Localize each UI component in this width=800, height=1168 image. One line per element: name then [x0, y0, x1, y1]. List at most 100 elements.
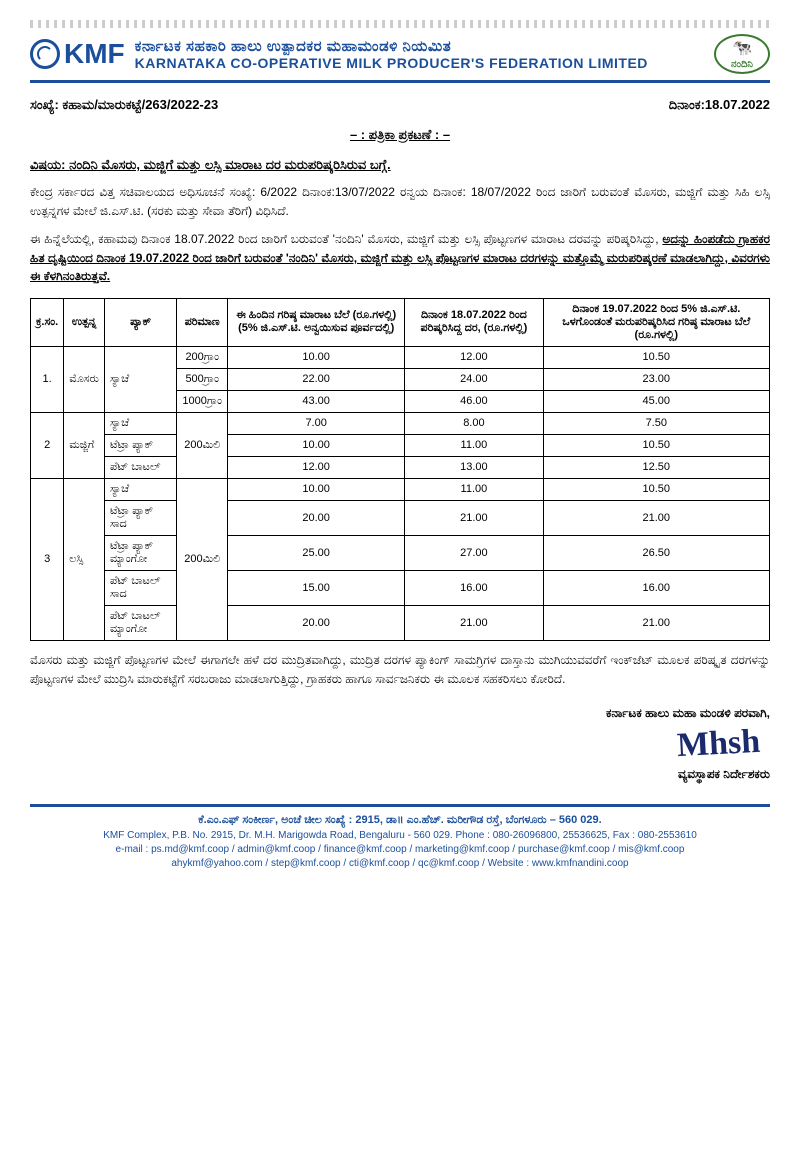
- org-title-en: KARNATAKA CO-OPERATIVE MILK PRODUCER'S F…: [135, 55, 704, 71]
- cell-p18: 11.00: [405, 434, 543, 456]
- cell-p18: 46.00: [405, 390, 543, 412]
- paragraph-2-plain: ಈ ಹಿನ್ನೆಲೆಯಲ್ಲಿ, ಕಹಾಮವು ದಿನಾಂಕ 18.07.202…: [30, 232, 662, 246]
- table-row: ಟೆಟ್ರಾ ಪ್ಯಾಕ್ ಸಾದ 20.00 21.00 21.00: [31, 500, 770, 535]
- cell-p18: 8.00: [405, 412, 543, 434]
- reference-line: ಸಂಖ್ಯೆ: ಕಹಾಮ/ಮಾರುಕಟ್ಟೆ/263/2022-23 ದಿನಾಂ…: [30, 97, 770, 113]
- reference-date: ದಿನಾಂಕ:18.07.2022: [669, 97, 770, 113]
- cell-old: 10.00: [228, 434, 405, 456]
- footer-emails-2: ahykmf@yahoo.com / step@kmf.coop / cti@k…: [30, 857, 770, 871]
- kmf-logo: KMF: [30, 38, 125, 70]
- paragraph-2: ಈ ಹಿನ್ನೆಲೆಯಲ್ಲಿ, ಕಹಾಮವು ದಿನಾಂಕ 18.07.202…: [30, 230, 770, 286]
- cell-p18: 27.00: [405, 535, 543, 570]
- cell-p19: 7.50: [543, 412, 769, 434]
- table-row: ಪೆಟ್ ಬಾಟಲ್ ಮ್ಯಾಂಗೋ 20.00 21.00 21.00: [31, 605, 770, 640]
- cell-p18: 11.00: [405, 478, 543, 500]
- cell-pack: ಸ್ಯಾಚೆ: [104, 412, 176, 434]
- th-sl: ಕ್ರ.ಸಂ.: [31, 298, 64, 346]
- cell-p19: 21.00: [543, 500, 769, 535]
- cell-pack: ಸ್ಯಾಚೆ: [104, 346, 176, 412]
- th-rate-18: ದಿನಾಂಕ 18.07.2022 ರಿಂದ ಪರಿಷ್ಕರಿಸಿದ್ದ ದರ,…: [405, 298, 543, 346]
- cell-p19: 12.50: [543, 456, 769, 478]
- cell-p18: 12.00: [405, 346, 543, 368]
- perforation-top: [30, 20, 770, 28]
- th-qty: ಪರಿಮಾಣ: [177, 298, 228, 346]
- document-page: KMF ಕರ್ನಾಟಕ ಸಹಕಾರಿ ಹಾಲು ಉತ್ಪಾದಕರ ಮಹಾಮಂಡಳ…: [0, 0, 800, 1168]
- th-pack: ಪ್ಯಾಕ್: [104, 298, 176, 346]
- cell-p19: 26.50: [543, 535, 769, 570]
- cell-p18: 16.00: [405, 570, 543, 605]
- cell-pack: ಪೆಟ್ ಬಾಟಲ್ ಮ್ಯಾಂಗೋ: [104, 605, 176, 640]
- cell-old: 43.00: [228, 390, 405, 412]
- paragraph-3: ಮೊಸರು ಮತ್ತು ಮಜ್ಜಿಗೆ ಪೊಟ್ಟಣಗಳ ಮೇಲೆ ಈಗಾಗಲೇ…: [30, 651, 770, 688]
- press-release-heading: – : ಪತ್ರಿಕಾ ಪ್ರಕಟಣೆ : –: [30, 127, 770, 143]
- cell-qty: 200ಮಿಲಿ: [177, 478, 228, 640]
- cell-old: 20.00: [228, 500, 405, 535]
- th-rate-19: ದಿನಾಂಕ 19.07.2022 ರಿಂದ 5% ಜಿ.ಎಸ್.ಟಿ. ಒಳಗ…: [543, 298, 769, 346]
- cell-p18: 13.00: [405, 456, 543, 478]
- footer-emails-1: e-mail : ps.md@kmf.coop / admin@kmf.coop…: [30, 843, 770, 857]
- cell-p19: 16.00: [543, 570, 769, 605]
- cell-p18: 21.00: [405, 500, 543, 535]
- table-row: ಟೆಟ್ರಾ ಪ್ಯಾಕ್ 10.00 11.00 10.50: [31, 434, 770, 456]
- price-table: ಕ್ರ.ಸಂ. ಉತ್ಪನ್ನ ಪ್ಯಾಕ್ ಪರಿಮಾಣ ಈ ಹಿಂದಿನ ಗ…: [30, 298, 770, 641]
- logo-swirl-icon: [30, 39, 60, 69]
- paragraph-1: ಕೇಂದ್ರ ಸರ್ಕಾರದ ವಿತ್ತ ಸಚಿವಾಲಯದ ಅಧಿಸೂಚನೆ ಸ…: [30, 183, 770, 220]
- cell-p19: 10.50: [543, 346, 769, 368]
- kmf-logo-text: KMF: [64, 38, 125, 70]
- signature-block: ಕರ್ನಾಟಕ ಹಾಲು ಮಹಾ ಮಂಡಳಿ ಪರವಾಗಿ, Mhsh ವ್ಯವ…: [30, 706, 770, 782]
- table-row: 1. ಮೊಸರು ಸ್ಯಾಚೆ 200ಗ್ರಾಂ 10.00 12.00 10.…: [31, 346, 770, 368]
- footer-address-kn: ಕೆ.ಎಂ.ಎಫ್ ಸಂಕೀರ್ಣ, ಅಂಚೆ ಚೀಲ ಸಂಖ್ಯೆ : 291…: [30, 813, 770, 828]
- cell-qty: 500ಗ್ರಾಂ: [177, 368, 228, 390]
- cell-product: ಮೊಸರು: [64, 346, 105, 412]
- cell-old: 25.00: [228, 535, 405, 570]
- table-row: 2 ಮಜ್ಜಿಗೆ ಸ್ಯಾಚೆ 200ಮಿಲಿ 7.00 8.00 7.50: [31, 412, 770, 434]
- cell-p19: 21.00: [543, 605, 769, 640]
- header-titles: ಕರ್ನಾಟಕ ಸಹಕಾರಿ ಹಾಲು ಉತ್ಪಾದಕರ ಮಹಾಮಂಡಳಿ ನಿ…: [135, 38, 704, 71]
- letterhead: KMF ಕರ್ನಾಟಕ ಸಹಕಾರಿ ಹಾಲು ಉತ್ಪಾದಕರ ಮಹಾಮಂಡಳ…: [30, 34, 770, 83]
- reference-number: ಸಂಖ್ಯೆ: ಕಹಾಮ/ಮಾರುಕಟ್ಟೆ/263/2022-23: [30, 97, 218, 113]
- cell-sl: 2: [31, 412, 64, 478]
- table-row: ಪೆಟ್ ಬಾಟಲ್ ಸಾದ 15.00 16.00 16.00: [31, 570, 770, 605]
- cell-qty: 200ಗ್ರಾಂ: [177, 346, 228, 368]
- cell-old: 12.00: [228, 456, 405, 478]
- table-row: ಟೆಟ್ರಾ ಪ್ಯಾಕ್ ಮ್ಯಾಂಗೋ 25.00 27.00 26.50: [31, 535, 770, 570]
- cell-old: 10.00: [228, 478, 405, 500]
- cell-pack: ಪೆಟ್ ಬಾಟಲ್ ಸಾದ: [104, 570, 176, 605]
- sign-line-2: ವ್ಯವಸ್ಥಾಪಕ ನಿರ್ದೇಶಕರು: [30, 767, 770, 782]
- cell-p18: 24.00: [405, 368, 543, 390]
- cell-pack: ಟೆಟ್ರಾ ಪ್ಯಾಕ್ ಸಾದ: [104, 500, 176, 535]
- nandini-label: ನಂದಿನಿ: [731, 59, 753, 70]
- cell-old: 22.00: [228, 368, 405, 390]
- subject-text: ನಂದಿನಿ ಮೊಸರು, ಮಜ್ಜಿಗೆ ಮತ್ತು ಲಸ್ಸಿ ಮಾರಾಟ …: [69, 157, 390, 172]
- cell-product: ಮಜ್ಜಿಗೆ: [64, 412, 105, 478]
- signature-scribble: Mhsh: [676, 723, 761, 765]
- org-title-kn: ಕರ್ನಾಟಕ ಸಹಕಾರಿ ಹಾಲು ಉತ್ಪಾದಕರ ಮಹಾಮಂಡಳಿ ನಿ…: [135, 38, 704, 55]
- cell-old: 15.00: [228, 570, 405, 605]
- cell-qty: 1000ಗ್ರಾಂ: [177, 390, 228, 412]
- cell-pack: ಟೆಟ್ರಾ ಪ್ಯಾಕ್ ಮ್ಯಾಂಗೋ: [104, 535, 176, 570]
- cell-old: 7.00: [228, 412, 405, 434]
- sign-line-1: ಕರ್ನಾಟಕ ಹಾಲು ಮಹಾ ಮಂಡಳಿ ಪರವಾಗಿ,: [30, 706, 770, 721]
- cell-qty: 200ಮಿಲಿ: [177, 412, 228, 478]
- footer-address-en: KMF Complex, P.B. No. 2915, Dr. M.H. Mar…: [30, 829, 770, 843]
- cell-sl: 1.: [31, 346, 64, 412]
- cell-p19: 45.00: [543, 390, 769, 412]
- cell-pack: ಸ್ಯಾಚೆ: [104, 478, 176, 500]
- th-product: ಉತ್ಪನ್ನ: [64, 298, 105, 346]
- cell-p19: 10.50: [543, 478, 769, 500]
- cell-p19: 23.00: [543, 368, 769, 390]
- cell-p18: 21.00: [405, 605, 543, 640]
- subject-label: ವಿಷಯ:: [30, 157, 65, 172]
- table-row: ಪೆಟ್ ಬಾಟಲ್ 12.00 13.00 12.50: [31, 456, 770, 478]
- cell-pack: ಟೆಟ್ರಾ ಪ್ಯಾಕ್: [104, 434, 176, 456]
- th-old-mrp: ಈ ಹಿಂದಿನ ಗರಿಷ್ಠ ಮಾರಾಟ ಬೆಲೆ (ರೂ.ಗಳಲ್ಲಿ)(5…: [228, 298, 405, 346]
- table-header-row: ಕ್ರ.ಸಂ. ಉತ್ಪನ್ನ ಪ್ಯಾಕ್ ಪರಿಮಾಣ ಈ ಹಿಂದಿನ ಗ…: [31, 298, 770, 346]
- cell-product: ಲಸ್ಸಿ: [64, 478, 105, 640]
- cell-old: 10.00: [228, 346, 405, 368]
- cell-old: 20.00: [228, 605, 405, 640]
- cell-sl: 3: [31, 478, 64, 640]
- nandini-logo: ನಂದಿನಿ: [714, 34, 770, 74]
- cell-p19: 10.50: [543, 434, 769, 456]
- subject-line: ವಿಷಯ: ನಂದಿನಿ ಮೊಸರು, ಮಜ್ಜಿಗೆ ಮತ್ತು ಲಸ್ಸಿ …: [30, 157, 770, 173]
- cell-pack: ಪೆಟ್ ಬಾಟಲ್: [104, 456, 176, 478]
